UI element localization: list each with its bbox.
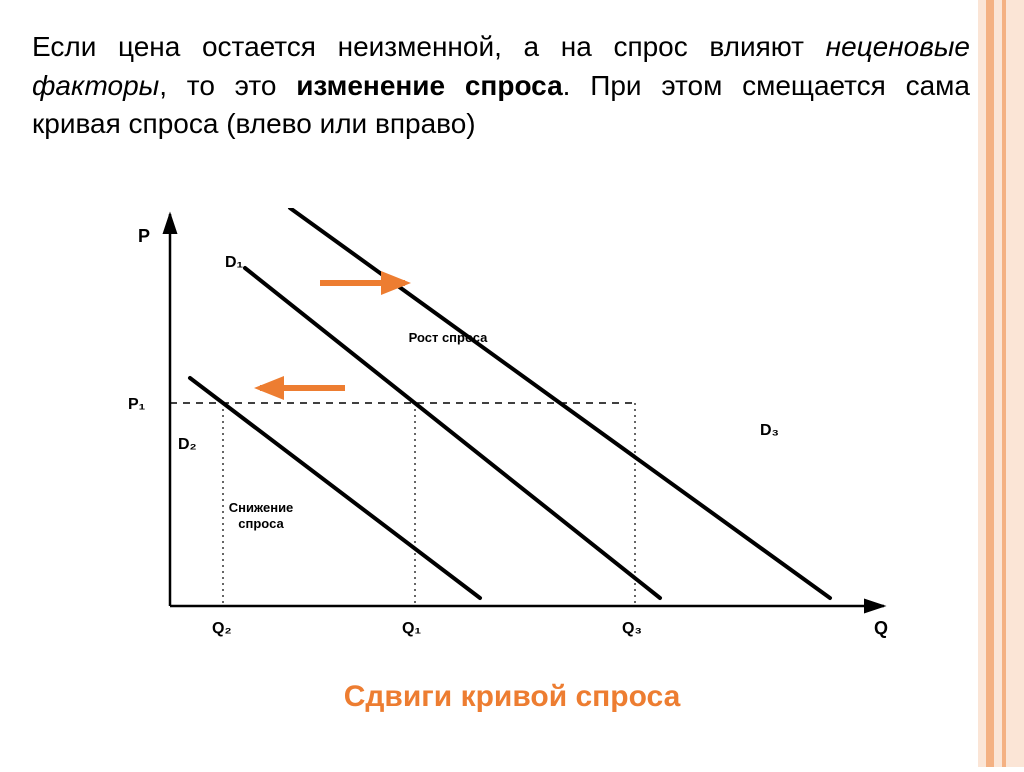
- annotation-decline: Снижение спроса: [206, 500, 316, 533]
- demand-shift-chart: P Q P₁ D₁ D₂ D₃ Q₂ Q₁ Q₃ Рост спроса Сни…: [130, 208, 910, 648]
- axis-label-q: Q: [874, 618, 888, 639]
- stripe-svg: [978, 0, 1024, 767]
- axis-label-p: P: [138, 226, 150, 247]
- d1-label: D₁: [225, 254, 243, 272]
- slide-stripe: [978, 0, 1024, 767]
- d3-label: D₃: [760, 422, 779, 440]
- caption-text: Сдвиги кривой спроса: [344, 680, 681, 713]
- para-pre: Если цена остается неизменной, а на спро…: [32, 31, 826, 62]
- description-paragraph: Если цена остается неизменной, а на спро…: [32, 28, 970, 144]
- q1-label: Q₁: [402, 620, 421, 638]
- p1-label: P₁: [128, 396, 145, 414]
- chart-svg: [130, 208, 910, 648]
- para-mid: , то это: [159, 70, 296, 101]
- d2-label: D₂: [178, 436, 197, 454]
- chart-caption: Сдвиги кривой спроса: [0, 680, 1024, 714]
- slide: Если цена остается неизменной, а на спро…: [0, 0, 1024, 767]
- q2-label: Q₂: [212, 620, 232, 638]
- q3-label: Q₃: [622, 620, 642, 638]
- para-bold: изменение спроса: [296, 70, 562, 101]
- annotation-growth: Рост спроса: [388, 330, 508, 345]
